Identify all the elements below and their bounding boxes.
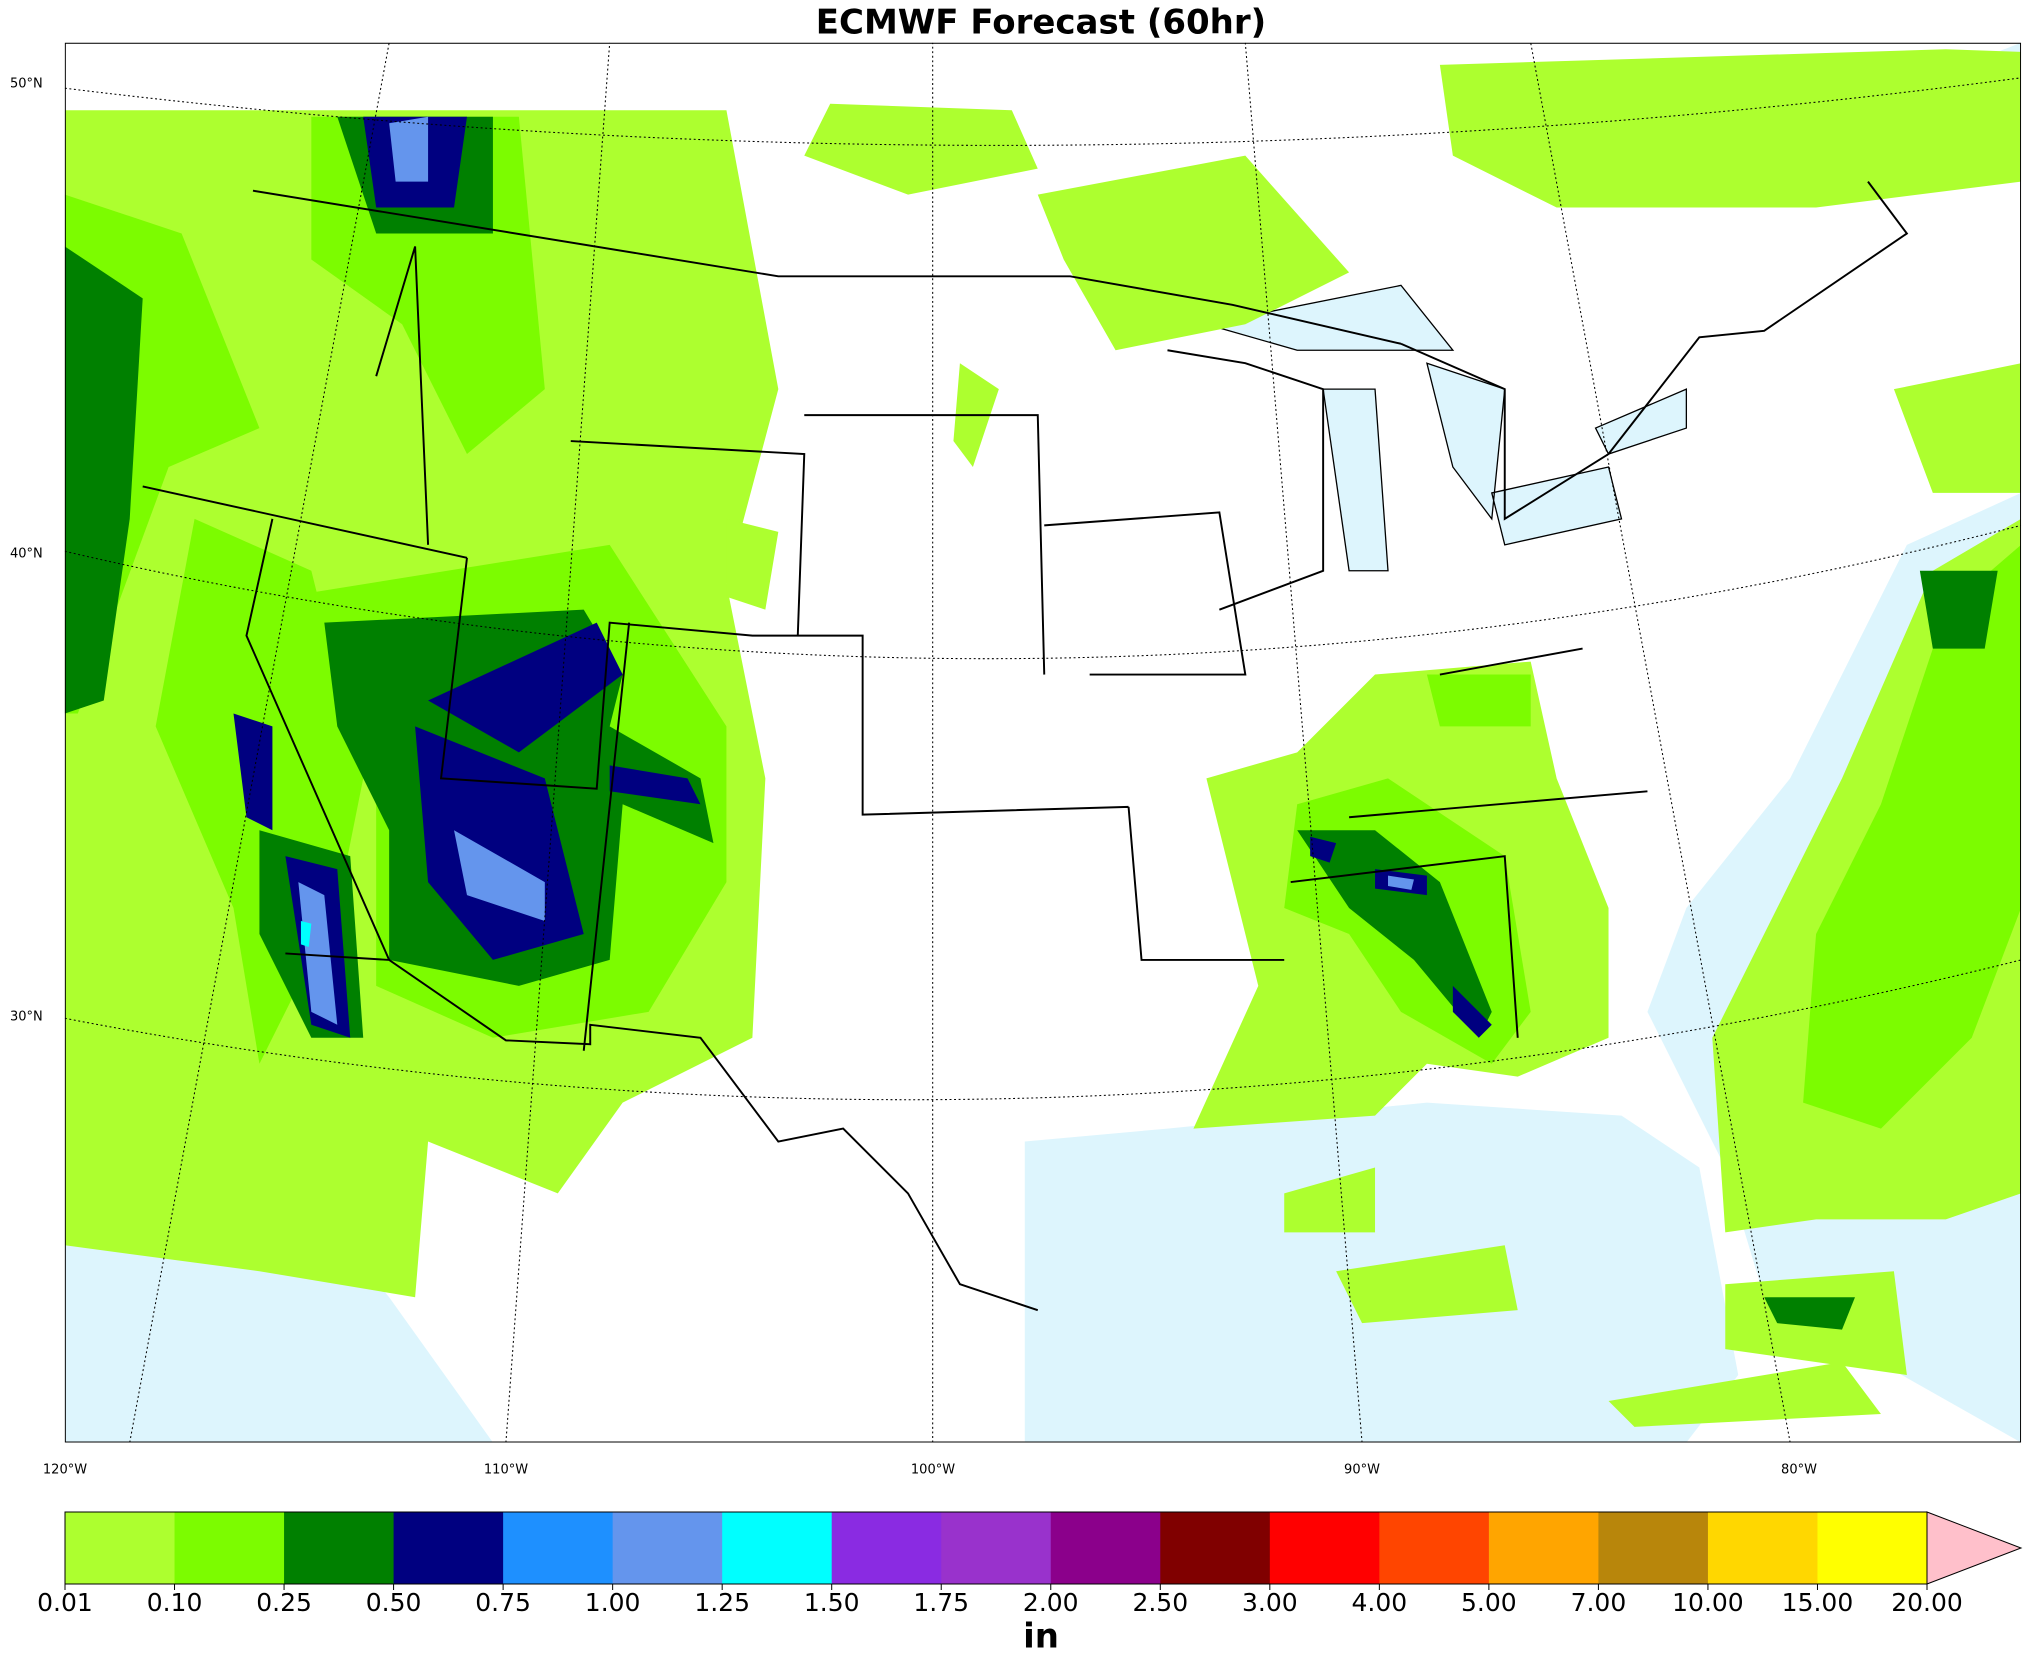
lon-label: 120°W [43,1463,87,1478]
lon-label: 90°W [1344,1463,1380,1478]
map-title: ECMWF Forecast (60hr) [816,3,1266,43]
colorbar-swatch [1707,1512,1818,1584]
map-body [64,42,2022,1443]
colorbar-swatch [612,1512,723,1584]
lat-label: 30°N [10,1010,43,1025]
colorbar-tick-label: 20.00 [1891,1588,1963,1617]
colorbar-swatch [1379,1512,1490,1584]
colorbar-frame [64,1511,1928,1585]
colorbar-tick-label: 0.50 [366,1588,422,1617]
colorbar-tick-label: 7.00 [1571,1588,1627,1617]
colorbar-tick-label: 0.75 [475,1588,531,1617]
colorbar-swatch [284,1512,395,1584]
colorbar-tick-label: 4.00 [1352,1588,1408,1617]
colorbar-swatch [1817,1512,1928,1584]
colorbar-swatch [831,1512,942,1584]
colorbar-tick-label: 0.10 [147,1588,203,1617]
lon-label: 100°W [911,1463,955,1478]
colorbar-tick-label: 0.25 [256,1588,312,1617]
colorbar-unit: in [1023,1617,1059,1657]
colorbar-swatch [1269,1512,1380,1584]
colorbar-tick-label: 0.01 [37,1588,93,1617]
colorbar-tick-label: 5.00 [1461,1588,1517,1617]
colorbar-swatch [1598,1512,1709,1584]
lat-label: 50°N [10,77,43,92]
colorbar-swatch [503,1512,614,1584]
colorbar-tick-label: 2.00 [1023,1588,1079,1617]
colorbar-swatch [722,1512,833,1584]
colorbar-swatch [393,1512,504,1584]
colorbar-extend [1926,1511,2023,1585]
colorbar-swatch [1050,1512,1161,1584]
lon-label: 80°W [1781,1463,1817,1478]
lon-label: 110°W [484,1463,528,1478]
colorbar-tick-label: 10.00 [1672,1588,1744,1617]
colorbar-tick-label: 15.00 [1782,1588,1854,1617]
map [64,42,2022,1443]
colorbar-swatch [941,1512,1052,1584]
colorbar-swatch [1488,1512,1599,1584]
colorbar-tick-label: 1.00 [585,1588,641,1617]
colorbar-tick-label: 2.50 [1132,1588,1188,1617]
colorbar-tick-label: 1.75 [913,1588,969,1617]
lat-label: 40°N [10,547,43,562]
colorbar-swatch [1160,1512,1271,1584]
colorbar: 0.01 0.10 0.25 0.50 0.75 1.00 1.25 1.50 1.75 2.00… [37,1511,2023,1617]
colorbar-tick-label: 1.50 [804,1588,860,1617]
colorbar-swatch [65,1512,176,1584]
colorbar-tick-label: 3.00 [1242,1588,1298,1617]
colorbar-tick-label: 1.25 [694,1588,750,1617]
axis-labels: 50°N 40°N 30°N 120°W 110°W 100°W 90°W 80°W [10,77,1817,1478]
colorbar-swatch [174,1512,285,1584]
